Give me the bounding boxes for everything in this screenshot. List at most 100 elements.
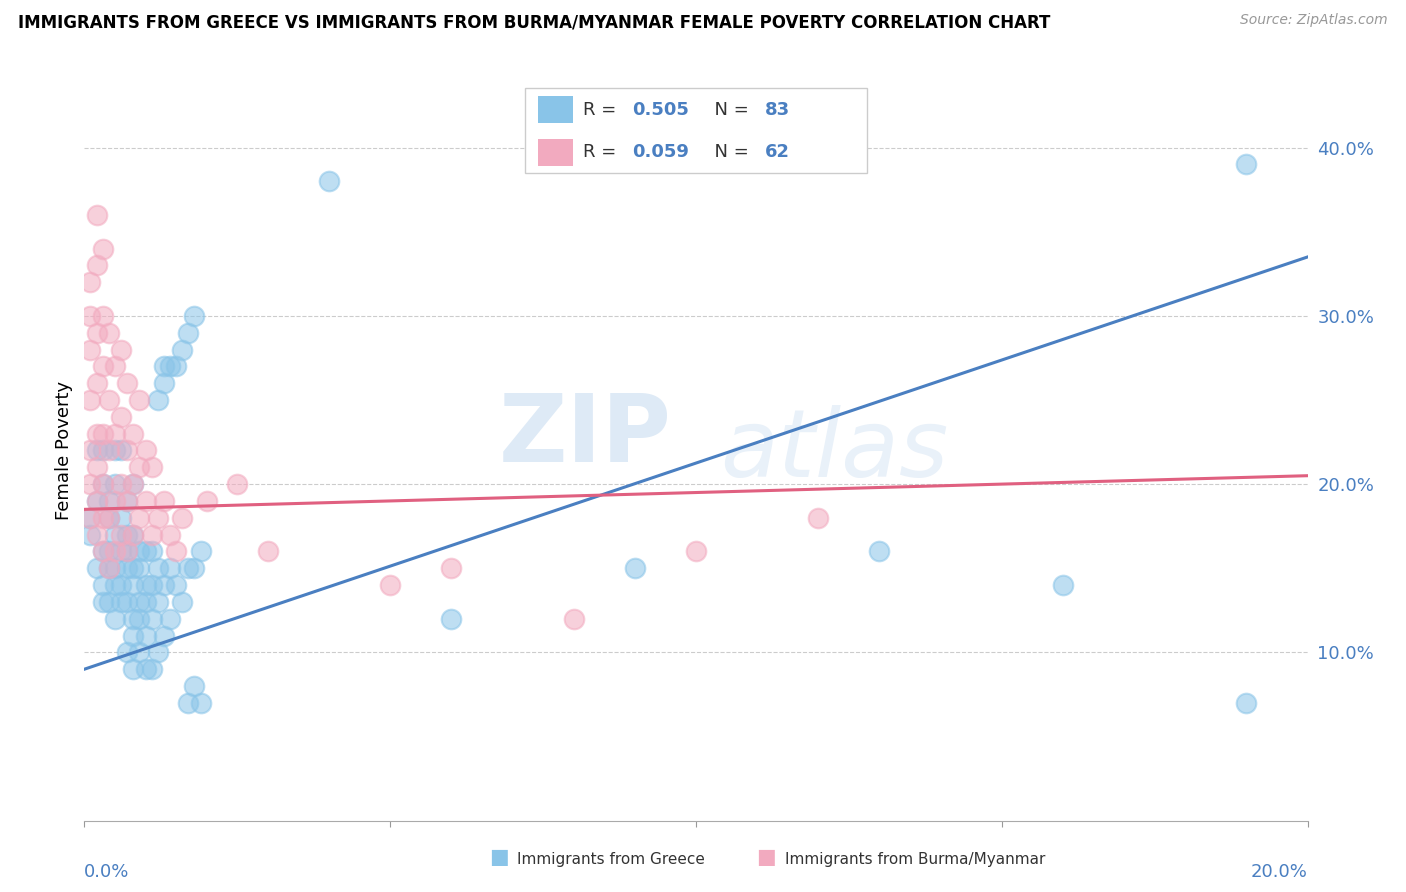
Point: [1052, 578, 1074, 592]
Point: [115, 595, 138, 609]
Point: [122, 477, 145, 491]
Point: [97, 494, 120, 508]
Point: [91, 309, 114, 323]
Point: [146, 510, 169, 524]
Point: [115, 544, 138, 558]
Point: [79, 510, 101, 524]
Point: [159, 359, 181, 374]
Point: [79, 477, 101, 491]
Point: [159, 612, 181, 626]
Point: [177, 696, 200, 710]
Point: [135, 662, 157, 676]
Point: [97, 443, 120, 458]
Point: [86, 494, 108, 508]
Point: [86, 376, 108, 391]
Point: [195, 494, 218, 508]
Point: [91, 242, 114, 256]
Point: [172, 343, 194, 357]
Point: [86, 460, 108, 475]
Point: [115, 443, 138, 458]
Point: [141, 460, 163, 475]
Point: [165, 544, 187, 558]
Point: [146, 561, 169, 575]
Point: [91, 359, 114, 374]
Text: 0.0%: 0.0%: [84, 863, 129, 880]
Point: [122, 426, 145, 441]
Point: [128, 612, 150, 626]
Point: [153, 628, 176, 642]
Point: [104, 494, 127, 508]
Point: [135, 494, 157, 508]
Point: [122, 561, 145, 575]
Point: [110, 544, 132, 558]
Point: [104, 612, 127, 626]
Point: [122, 612, 145, 626]
Point: [172, 595, 194, 609]
Point: [135, 595, 157, 609]
Point: [440, 561, 463, 575]
Point: [115, 527, 138, 541]
Point: [135, 578, 157, 592]
Point: [110, 527, 132, 541]
Point: [91, 578, 114, 592]
Text: Immigrants from Burma/Myanmar: Immigrants from Burma/Myanmar: [785, 852, 1045, 867]
Point: [135, 628, 157, 642]
Point: [104, 443, 127, 458]
Point: [153, 359, 176, 374]
Text: ZIP: ZIP: [499, 390, 672, 482]
Point: [128, 460, 150, 475]
Point: [97, 510, 120, 524]
Point: [165, 359, 187, 374]
Point: [91, 443, 114, 458]
Point: [141, 578, 163, 592]
Point: [122, 578, 145, 592]
Point: [104, 544, 127, 558]
Point: [128, 392, 150, 407]
Text: IMMIGRANTS FROM GREECE VS IMMIGRANTS FROM BURMA/MYANMAR FEMALE POVERTY CORRELATI: IMMIGRANTS FROM GREECE VS IMMIGRANTS FRO…: [18, 13, 1050, 31]
Point: [97, 510, 120, 524]
Point: [97, 561, 120, 575]
Point: [141, 544, 163, 558]
Point: [110, 477, 132, 491]
Point: [97, 326, 120, 340]
Point: [91, 595, 114, 609]
Point: [86, 258, 108, 272]
Point: [141, 662, 163, 676]
Point: [91, 544, 114, 558]
Point: [110, 409, 132, 424]
Text: 20.0%: 20.0%: [1251, 863, 1308, 880]
Point: [110, 595, 132, 609]
Point: [165, 578, 187, 592]
Point: [122, 628, 145, 642]
Point: [115, 561, 138, 575]
Point: [318, 174, 340, 188]
Point: [807, 510, 830, 524]
Point: [128, 510, 150, 524]
Point: [115, 494, 138, 508]
Point: [115, 376, 138, 391]
Point: [440, 612, 463, 626]
Point: [122, 477, 145, 491]
Point: [177, 326, 200, 340]
Point: [159, 527, 181, 541]
Point: [79, 309, 101, 323]
Point: [91, 544, 114, 558]
Point: [110, 578, 132, 592]
Point: [110, 443, 132, 458]
Point: [97, 595, 120, 609]
Point: [183, 309, 205, 323]
Point: [86, 208, 108, 222]
Point: [79, 275, 101, 289]
Point: [104, 477, 127, 491]
Point: [86, 426, 108, 441]
Point: [122, 527, 145, 541]
Point: [153, 494, 176, 508]
Point: [172, 510, 194, 524]
Point: [110, 343, 132, 357]
Point: [183, 679, 205, 693]
Text: atlas: atlas: [720, 405, 949, 496]
Point: [685, 544, 707, 558]
Point: [104, 426, 127, 441]
Point: [86, 494, 108, 508]
Point: [380, 578, 402, 592]
